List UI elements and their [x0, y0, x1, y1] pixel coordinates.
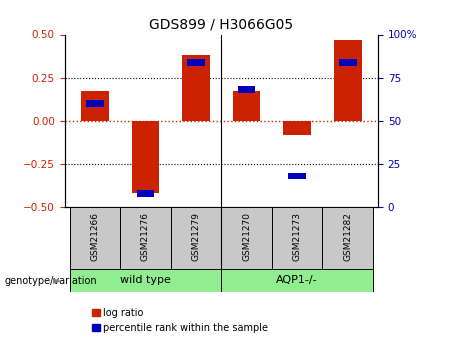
Bar	[283, 121, 311, 135]
Bar	[131, 121, 160, 193]
Bar	[86, 100, 104, 107]
Text: GSM21276: GSM21276	[141, 212, 150, 261]
Text: GSM21266: GSM21266	[90, 212, 100, 261]
FancyBboxPatch shape	[322, 207, 373, 269]
Bar	[288, 172, 306, 179]
FancyBboxPatch shape	[70, 207, 120, 269]
Bar	[334, 40, 361, 121]
Text: AQP1-/-: AQP1-/-	[276, 275, 318, 285]
Bar	[182, 55, 210, 121]
Text: ►: ►	[53, 276, 62, 286]
Text: genotype/variation: genotype/variation	[5, 276, 97, 286]
FancyBboxPatch shape	[70, 269, 221, 292]
FancyBboxPatch shape	[221, 207, 272, 269]
Text: GSM21279: GSM21279	[191, 212, 201, 261]
Text: GSM21270: GSM21270	[242, 212, 251, 261]
FancyBboxPatch shape	[272, 207, 322, 269]
Text: wild type: wild type	[120, 275, 171, 285]
Bar	[339, 59, 356, 66]
Text: GSM21273: GSM21273	[293, 212, 301, 261]
Bar	[233, 91, 260, 121]
Bar	[136, 190, 154, 197]
Text: GSM21282: GSM21282	[343, 213, 352, 261]
Bar	[187, 59, 205, 66]
FancyBboxPatch shape	[120, 207, 171, 269]
Bar	[238, 86, 255, 93]
Title: GDS899 / H3066G05: GDS899 / H3066G05	[149, 18, 293, 32]
FancyBboxPatch shape	[171, 207, 221, 269]
Legend: log ratio, percentile rank within the sample: log ratio, percentile rank within the sa…	[88, 304, 272, 337]
FancyBboxPatch shape	[221, 269, 373, 292]
Bar	[81, 91, 109, 121]
